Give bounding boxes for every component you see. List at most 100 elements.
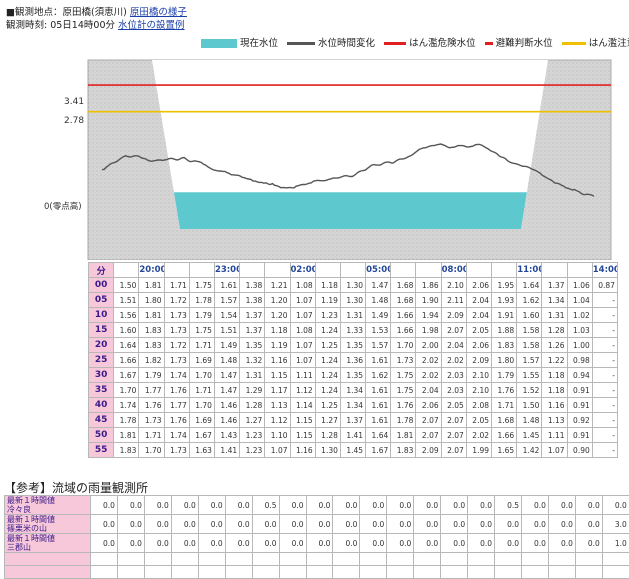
level-value: - [592, 443, 617, 458]
station-photo-link[interactable]: 原田橋の様子 [130, 7, 187, 18]
level-value: 1.48 [517, 413, 542, 428]
rain-value: 0.0 [575, 534, 602, 553]
level-value: 1.67 [189, 428, 214, 443]
gauge-example-link[interactable]: 水位計の設置例 [118, 20, 185, 31]
time-marker-icon [224, 263, 230, 264]
current-water-level [174, 192, 527, 229]
level-value: - [592, 338, 617, 353]
rain-station: 最新１時間値篠栗米の山 [5, 515, 91, 534]
level-value: 0.92 [567, 413, 592, 428]
level-value: 0.87 [592, 278, 617, 293]
level-value: 0.90 [567, 443, 592, 458]
level-value: 1.51 [114, 293, 139, 308]
level-value: 1.42 [517, 443, 542, 458]
level-value: 1.57 [214, 293, 239, 308]
level-value: 1.79 [139, 368, 164, 383]
level-value: 1.12 [265, 413, 290, 428]
level-value: 0.91 [567, 398, 592, 413]
level-value: 1.11 [542, 428, 567, 443]
level-value: 1.78 [391, 413, 416, 428]
level-value: 2.03 [441, 383, 466, 398]
level-value: 1.67 [114, 368, 139, 383]
level-value: 2.06 [466, 338, 491, 353]
level-value: 1.64 [366, 428, 391, 443]
level-value: 1.83 [391, 443, 416, 458]
level-value: 1.23 [315, 308, 340, 323]
level-value: 0.98 [567, 353, 592, 368]
rain-value-empty [387, 553, 414, 566]
danger-level-label: 3.41 [64, 97, 84, 107]
rain-value-empty [252, 566, 279, 579]
rain-station-sub: 最新１時間値 [7, 496, 88, 505]
legend-swatch-danger [384, 42, 406, 45]
level-value: 1.33 [340, 323, 365, 338]
level-value: 1.08 [290, 323, 315, 338]
rain-value-empty [548, 566, 575, 579]
level-value: 1.68 [492, 413, 517, 428]
rain-value: 0.0 [387, 534, 414, 553]
rain-value: 0.0 [117, 534, 144, 553]
level-value: 1.37 [340, 413, 365, 428]
rain-value: 0.0 [144, 515, 171, 534]
rain-value: 0.0 [441, 534, 468, 553]
level-value: - [592, 353, 617, 368]
level-value: 1.70 [391, 338, 416, 353]
level-value: 1.07 [290, 338, 315, 353]
rain-station: 最新１時間値冷々良 [5, 496, 91, 515]
time-label: 23:00 [215, 265, 240, 275]
level-value: 1.11 [290, 368, 315, 383]
time-marker-icon [148, 263, 154, 264]
level-value: 1.71 [189, 383, 214, 398]
level-value: 2.04 [416, 383, 441, 398]
rain-value-empty [279, 566, 306, 579]
level-value: 1.77 [164, 398, 189, 413]
minute-label: 10 [89, 308, 114, 323]
time-label: 05:00 [366, 265, 391, 275]
level-value: 1.25 [315, 338, 340, 353]
rain-value: 0.0 [548, 534, 575, 553]
level-value: 1.80 [492, 353, 517, 368]
level-value: 1.12 [290, 383, 315, 398]
level-value: 1.30 [340, 278, 365, 293]
rain-value-empty [279, 553, 306, 566]
level-value: 1.81 [391, 428, 416, 443]
level-value: 1.98 [416, 323, 441, 338]
time-marker-icon [375, 263, 381, 264]
level-value: 1.79 [189, 308, 214, 323]
level-value: 1.70 [189, 368, 214, 383]
rain-value: 0.0 [522, 534, 549, 553]
rain-value: 0.0 [117, 515, 144, 534]
rain-value: 0.0 [225, 534, 252, 553]
level-value: 1.70 [139, 443, 164, 458]
level-value: 1.53 [366, 323, 391, 338]
rain-value: 0.0 [468, 515, 495, 534]
rain-value-empty [225, 553, 252, 566]
level-value: 1.34 [542, 293, 567, 308]
rain-value: 0.0 [548, 515, 575, 534]
rain-value: 0.0 [279, 515, 306, 534]
rain-value-empty [575, 566, 602, 579]
level-value: 1.20 [265, 308, 290, 323]
rain-row-empty [5, 553, 629, 566]
rain-value: 0.0 [279, 496, 306, 515]
level-value: - [592, 428, 617, 443]
level-value: 1.76 [164, 413, 189, 428]
rain-value-empty [333, 553, 360, 566]
rain-station-empty [5, 566, 91, 579]
level-value: 1.37 [542, 278, 567, 293]
level-value: 1.75 [189, 278, 214, 293]
rain-value: 0.0 [306, 515, 333, 534]
level-value: 1.07 [290, 308, 315, 323]
rain-value: 0.0 [333, 534, 360, 553]
rain-section-title: 【参考】流域の雨量観測所 [4, 479, 148, 496]
level-value: 1.24 [315, 353, 340, 368]
level-value: 1.73 [164, 443, 189, 458]
level-value: 1.69 [189, 413, 214, 428]
level-value: 1.26 [542, 338, 567, 353]
